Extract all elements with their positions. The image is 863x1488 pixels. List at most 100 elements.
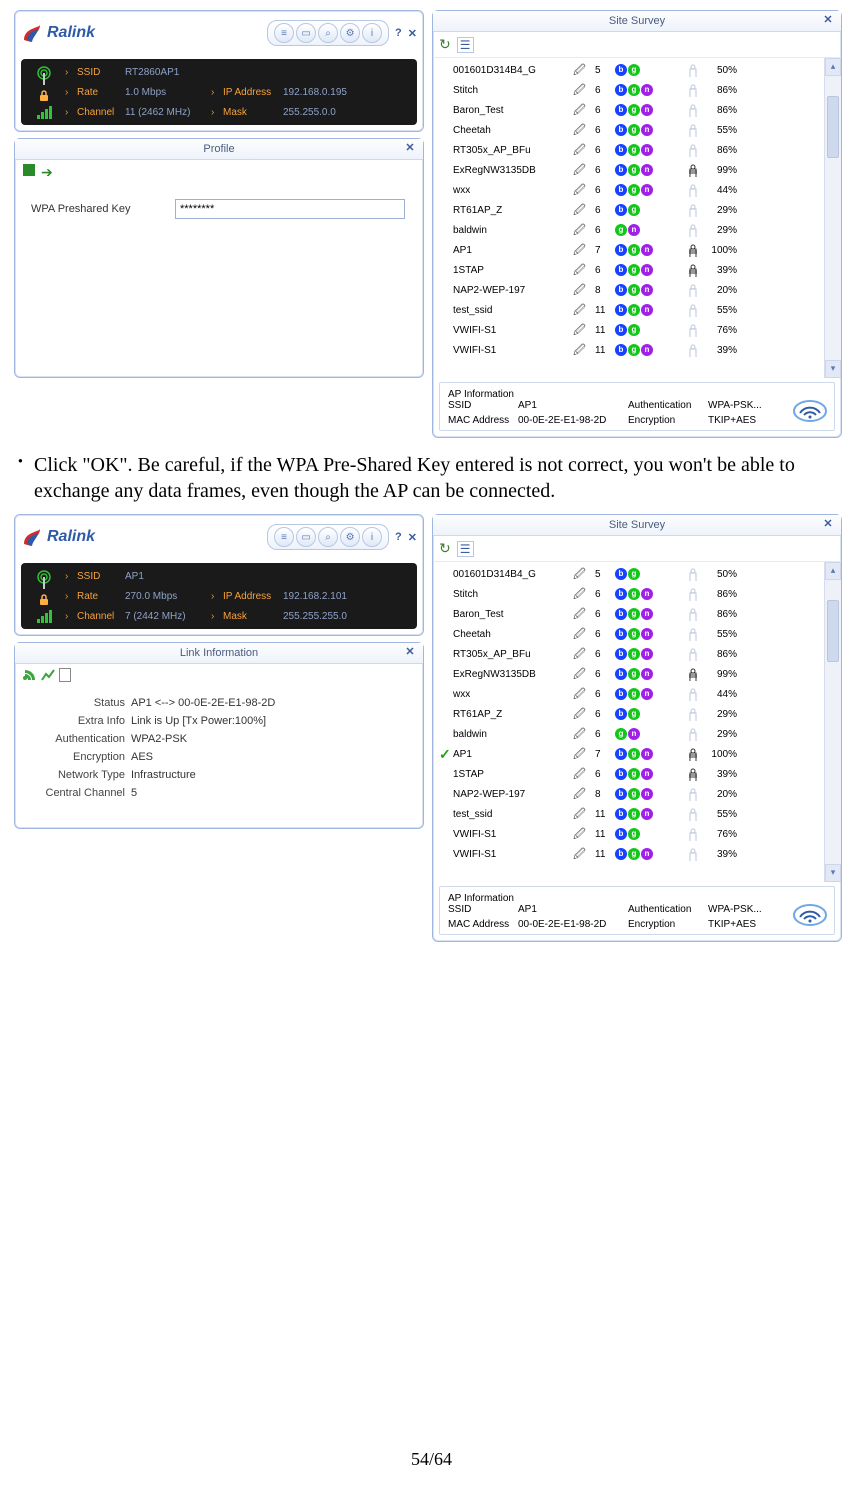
toolbar-info-icon[interactable]: i — [362, 23, 382, 43]
survey-row[interactable]: baldwin🖉6gn29% — [439, 724, 821, 744]
survey-row[interactable]: RT305x_AP_BFu🖉6bgn86% — [439, 644, 821, 664]
survey-row[interactable]: ✓AP1🖉7bgn100% — [439, 744, 821, 764]
survey-row[interactable]: Baron_Test🖉6bgn86% — [439, 100, 821, 120]
survey-row[interactable]: VWIFI-S1🖉11bg76% — [439, 824, 821, 844]
chart-icon[interactable] — [41, 668, 55, 682]
list-icon[interactable]: ☰ — [457, 541, 474, 557]
rss-icon[interactable] — [23, 668, 37, 682]
close-icon[interactable]: ✕ — [821, 13, 835, 27]
survey-row[interactable]: RT61AP_Z🖉6bg29% — [439, 200, 821, 220]
refresh-icon[interactable]: ↻ — [439, 540, 451, 557]
survey-row[interactable]: RT61AP_Z🖉6bg29% — [439, 704, 821, 724]
survey-row[interactable]: VWIFI-S1🖉11bg76% — [439, 320, 821, 340]
survey-row[interactable]: 001601D314B4_G🖉5bg50% — [439, 60, 821, 80]
survey-row[interactable]: Stitch🖉6bgn86% — [439, 584, 821, 604]
psk-input[interactable] — [175, 199, 405, 219]
survey-row[interactable]: ExRegNW3135DB🖉6bgn99% — [439, 664, 821, 684]
scroll-thumb[interactable] — [827, 96, 839, 158]
scroll-up-icon[interactable]: ▴ — [825, 58, 841, 76]
toolbar-info-icon[interactable]: i — [362, 527, 382, 547]
status-value: AP1 <--> 00-0E-2E-E1-98-2D — [131, 697, 413, 709]
toolbar-settings-icon[interactable]: ⚙ — [340, 23, 360, 43]
mode-g-icon: g — [615, 728, 627, 740]
help-icon[interactable]: ? — [395, 27, 402, 39]
survey-row[interactable]: Stitch🖉6bgn86% — [439, 80, 821, 100]
auth-value: WPA2-PSK — [131, 733, 413, 745]
survey-row[interactable]: wxx🖉6bgn44% — [439, 684, 821, 704]
survey-row[interactable]: Baron_Test🖉6bgn86% — [439, 604, 821, 624]
mode-b-icon: b — [615, 808, 627, 820]
ralink-logo: Ralink — [21, 526, 95, 548]
survey-row[interactable]: 1STAP🖉6bgn39% — [439, 764, 821, 784]
toolbar-list-icon[interactable]: ≡ — [274, 527, 294, 547]
ip-label: IP Address — [223, 87, 283, 98]
scrollbar[interactable]: ▴ ▾ — [824, 58, 841, 378]
ip-label: IP Address — [223, 591, 283, 602]
survey-row[interactable]: wxx🖉6bgn44% — [439, 180, 821, 200]
survey-row[interactable]: NAP2-WEP-197🖉8bgn20% — [439, 784, 821, 804]
mode-g-icon: g — [628, 324, 640, 336]
doc-icon[interactable] — [59, 668, 71, 682]
scroll-down-icon[interactable]: ▾ — [825, 864, 841, 882]
mode-g-icon: g — [628, 568, 640, 580]
row-signal: 55% — [705, 629, 737, 640]
survey-row[interactable]: baldwin🖉6gn29% — [439, 220, 821, 240]
survey-row[interactable]: test_ssid🖉11bgn55% — [439, 804, 821, 824]
ap-mac-label: MAC Address — [448, 415, 518, 426]
toolbar-search-icon[interactable]: ⌕ — [318, 23, 338, 43]
close-icon[interactable]: ✕ — [408, 531, 417, 544]
survey-row[interactable]: VWIFI-S1🖉11bgn39% — [439, 340, 821, 360]
config-icon: 🖉 — [573, 688, 591, 700]
toolbar-settings-icon[interactable]: ⚙ — [340, 527, 360, 547]
toolbar-list-icon[interactable]: ≡ — [274, 23, 294, 43]
help-icon[interactable]: ? — [395, 531, 402, 543]
survey-row[interactable]: RT305x_AP_BFu🖉6bgn86% — [439, 140, 821, 160]
survey-row[interactable]: test_ssid🖉11bgn55% — [439, 300, 821, 320]
row-ssid: AP1 — [453, 749, 573, 760]
config-icon: 🖉 — [573, 284, 591, 296]
survey-row[interactable]: Cheetah🖉6bgn55% — [439, 120, 821, 140]
config-icon: 🖉 — [573, 124, 591, 136]
survey-row[interactable]: Cheetah🖉6bgn55% — [439, 624, 821, 644]
rate-label: Rate — [77, 591, 125, 602]
ap-enc-value: TKIP+AES — [708, 919, 778, 930]
scroll-down-icon[interactable]: ▾ — [825, 360, 841, 378]
survey-row[interactable]: NAP2-WEP-197🖉8bgn20% — [439, 280, 821, 300]
toolbar-doc-icon[interactable]: ▭ — [296, 23, 316, 43]
row-modes: bgn — [615, 184, 687, 196]
nav-forward-icon[interactable]: ➔ — [41, 164, 53, 181]
wifi-logo-icon — [792, 399, 828, 426]
row-ssid: RT61AP_Z — [453, 205, 573, 216]
mode-g-icon: g — [628, 124, 640, 136]
mode-b-icon: b — [615, 628, 627, 640]
channel-value: 11 (2462 MHz) — [125, 107, 211, 118]
survey-row[interactable]: VWIFI-S1🖉11bgn39% — [439, 844, 821, 864]
row-signal: 39% — [705, 849, 737, 860]
mode-n-icon: n — [641, 848, 653, 860]
nav-back-icon[interactable] — [23, 164, 35, 176]
toolbar-search-icon[interactable]: ⌕ — [318, 527, 338, 547]
ap-mac-label: MAC Address — [448, 919, 518, 930]
close-icon[interactable]: ✕ — [403, 645, 417, 659]
survey-row[interactable]: ExRegNW3135DB🖉6bgn99% — [439, 160, 821, 180]
scrollbar[interactable]: ▴ ▾ — [824, 562, 841, 882]
mode-g-icon: g — [628, 688, 640, 700]
survey-row[interactable]: 1STAP🖉6bgn39% — [439, 260, 821, 280]
row-signal: 29% — [705, 205, 737, 216]
row-signal: 86% — [705, 145, 737, 156]
toolbar-doc-icon[interactable]: ▭ — [296, 527, 316, 547]
close-icon[interactable]: ✕ — [403, 141, 417, 155]
scroll-thumb[interactable] — [827, 600, 839, 662]
scroll-up-icon[interactable]: ▴ — [825, 562, 841, 580]
row-modes: bg — [615, 324, 687, 336]
mode-b-icon: b — [615, 344, 627, 356]
survey-row[interactable]: AP1🖉7bgn100% — [439, 240, 821, 260]
row-ssid: Baron_Test — [453, 105, 573, 116]
refresh-icon[interactable]: ↻ — [439, 36, 451, 53]
close-icon[interactable]: ✕ — [821, 517, 835, 531]
close-icon[interactable]: ✕ — [408, 27, 417, 40]
enc-value: AES — [131, 751, 413, 763]
survey-row[interactable]: 001601D314B4_G🖉5bg50% — [439, 564, 821, 584]
list-icon[interactable]: ☰ — [457, 37, 474, 53]
row-channel: 11 — [591, 849, 615, 860]
